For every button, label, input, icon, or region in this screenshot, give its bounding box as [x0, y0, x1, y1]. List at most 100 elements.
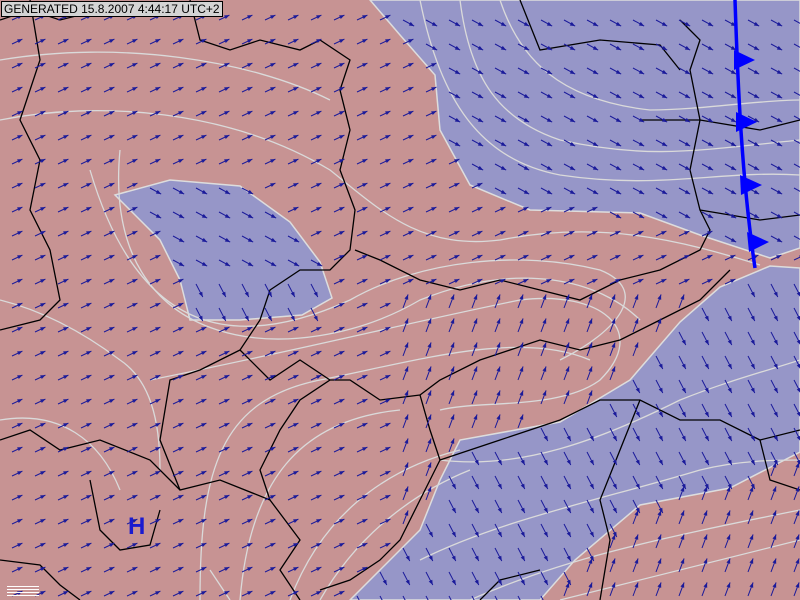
wind-arrow-head-icon — [730, 93, 737, 99]
wind-arrow-head-icon — [339, 423, 345, 428]
wind-arrow-head-icon — [224, 447, 230, 452]
wind-arrow — [356, 595, 360, 600]
wind-arrow-head-icon — [427, 342, 432, 348]
wind-arrow-head-icon — [270, 567, 276, 572]
wind-arrow-head-icon — [313, 315, 318, 322]
wind-arrow-head-icon — [588, 294, 593, 300]
wind-arrow-head-icon — [661, 165, 668, 171]
wind-arrow-head-icon — [63, 351, 69, 356]
wind-arrow-head-icon — [40, 327, 46, 332]
wind-arrow-head-icon — [293, 351, 299, 356]
wind-arrow-head-icon — [339, 399, 345, 404]
wind-arrow-head-icon — [316, 327, 322, 332]
wind-arrow-head-icon — [451, 507, 456, 514]
wind-arrow-head-icon — [109, 159, 115, 164]
wind-arrow-head-icon — [404, 366, 409, 372]
wind-arrow-head-icon — [750, 339, 755, 346]
wind-arrow-head-icon — [270, 423, 276, 428]
wind-arrow-head-icon — [155, 351, 161, 356]
wind-arrow-head-icon — [339, 87, 345, 92]
wind-arrow-head-icon — [477, 165, 484, 171]
wind-arrow-head-icon — [362, 207, 368, 212]
wind-arrow-head-icon — [178, 495, 184, 500]
wind-arrow-head-icon — [270, 261, 277, 267]
wind-arrow-head-icon — [224, 327, 230, 332]
wind-arrow-head-icon — [750, 315, 755, 322]
wind-arrow-head-icon — [796, 411, 800, 417]
wind-arrow-head-icon — [270, 39, 276, 44]
wind-arrow-head-icon — [224, 111, 230, 116]
wind-arrow-head-icon — [680, 534, 685, 540]
wind-arrow-head-icon — [588, 342, 593, 348]
wind-arrow-head-icon — [86, 183, 92, 188]
wind-arrow-head-icon — [86, 87, 92, 92]
wind-arrow-head-icon — [201, 261, 208, 267]
wind-arrow-head-icon — [247, 447, 253, 452]
wind-arrow-head-icon — [155, 303, 161, 308]
wind-arrow-head-icon — [611, 582, 616, 588]
wind-arrow-head-icon — [589, 531, 594, 538]
wind-arrow-head-icon — [520, 555, 525, 562]
wind-arrow-head-icon — [684, 21, 691, 27]
wind-arrow-head-icon — [63, 159, 69, 164]
wind-arrow-head-icon — [454, 279, 460, 284]
wind-arrow-head-icon — [224, 495, 230, 500]
wind-arrow-head-icon — [385, 471, 391, 476]
wind-arrow-head-icon — [178, 213, 185, 219]
wind-arrow-head-icon — [638, 255, 644, 260]
wind-arrow-head-icon — [86, 63, 92, 68]
wind-arrow-head-icon — [270, 111, 276, 116]
wind-arrow-head-icon — [750, 435, 755, 442]
wind-arrow-head-icon — [362, 495, 368, 500]
wind-arrow-head-icon — [658, 483, 663, 490]
wind-arrow-head-icon — [408, 183, 414, 188]
wind-arrow-head-icon — [178, 351, 184, 356]
wind-arrow-head-icon — [132, 303, 138, 308]
wind-arrow-head-icon — [658, 387, 663, 394]
wind-arrow-head-icon — [247, 327, 253, 332]
wind-arrow-head-icon — [339, 39, 345, 44]
wind-arrow-head-icon — [523, 255, 529, 260]
cool-region-south-east — [348, 265, 800, 600]
wind-arrow-head-icon — [132, 351, 138, 356]
wind-arrow-head-icon — [615, 213, 622, 219]
wind-arrow-head-icon — [339, 159, 345, 164]
wind-arrow-head-icon — [726, 582, 731, 588]
wind-arrow-head-icon — [523, 93, 530, 99]
wind-arrow-head-icon — [657, 558, 662, 564]
wind-arrow-head-icon — [247, 189, 254, 195]
wind-arrow-head-icon — [427, 486, 432, 492]
wind-arrow-head-icon — [661, 189, 668, 195]
wind-arrow-head-icon — [40, 207, 46, 212]
wind-arrow-head-icon — [270, 447, 276, 452]
wind-arrow-head-icon — [749, 510, 754, 516]
wind-arrow-head-icon — [684, 117, 691, 123]
wind-arrow-head-icon — [519, 318, 524, 324]
wind-arrow-head-icon — [727, 363, 732, 370]
wind-arrow-head-icon — [615, 165, 622, 171]
wind-arrow-head-icon — [565, 294, 570, 300]
wind-arrow-head-icon — [339, 543, 345, 548]
wind-arrow-head-icon — [404, 438, 409, 444]
wind-arrow-head-icon — [565, 366, 570, 372]
wind-arrow-head-icon — [431, 63, 437, 68]
wind-arrow-head-icon — [473, 414, 478, 420]
wind-arrow-head-icon — [40, 63, 46, 68]
wind-arrow-head-icon — [385, 159, 391, 164]
wind-arrow-head-icon — [385, 63, 391, 68]
wind-arrow-head-icon — [316, 399, 322, 404]
wind-arrow-head-icon — [592, 45, 599, 51]
wind-arrow-head-icon — [795, 510, 800, 516]
wind-arrow-head-icon — [680, 558, 685, 564]
wind-arrow-head-icon — [638, 141, 645, 147]
wind-arrow-head-icon — [726, 558, 731, 564]
wind-arrow-head-icon — [201, 63, 207, 68]
wind-arrow-head-icon — [519, 390, 524, 396]
wind-arrow-head-icon — [385, 279, 391, 284]
wind-arrow-head-icon — [109, 351, 115, 356]
wind-arrow-head-icon — [247, 351, 253, 356]
wind-arrow-head-icon — [661, 93, 668, 99]
wind-arrow-head-icon — [496, 366, 501, 372]
wind-arrow-head-icon — [730, 189, 737, 195]
wind-arrow-head-icon — [224, 519, 230, 524]
